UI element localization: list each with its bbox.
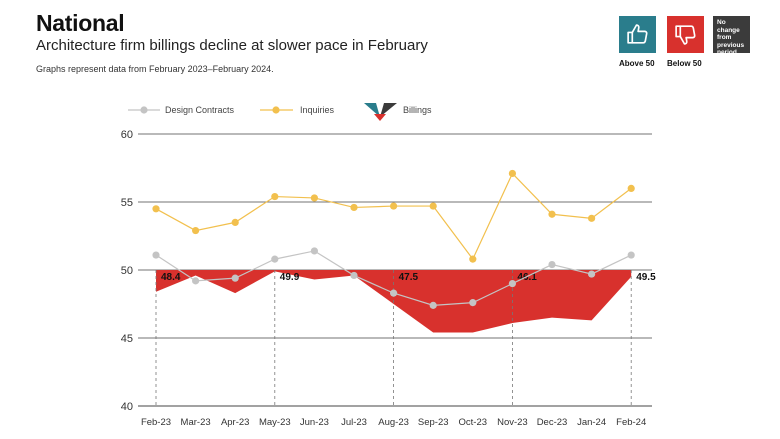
data-point <box>390 289 398 297</box>
y-tick-label: 45 <box>121 333 133 345</box>
thumbs-up-icon <box>627 24 648 44</box>
data-point <box>627 184 635 192</box>
page-subtitle: Architecture firm billings decline at sl… <box>36 37 428 54</box>
x-tick-label: Sep-23 <box>418 417 449 428</box>
data-point <box>271 255 279 263</box>
legend-label: Billings <box>403 105 432 115</box>
y-tick-label: 55 <box>121 197 133 209</box>
billings-data-label: 49.9 <box>280 272 300 283</box>
chart-note: Graphs represent data from February 2023… <box>36 64 274 74</box>
data-point <box>627 251 635 259</box>
data-point <box>508 169 516 178</box>
x-tick-label: Jun-23 <box>300 417 329 428</box>
data-point <box>469 255 477 263</box>
billings-data-label: 48.4 <box>161 272 181 283</box>
x-tick-label: Jan-24 <box>577 417 606 428</box>
data-point <box>508 280 516 288</box>
y-tick-label: 60 <box>121 129 133 141</box>
legend-marker-below <box>374 114 386 121</box>
below-50-badge <box>667 16 704 53</box>
legend-marker-above <box>364 103 380 117</box>
data-point <box>192 226 200 235</box>
series-line <box>155 172 632 261</box>
x-tick-label: Dec-23 <box>537 417 568 428</box>
billings-data-label: 47.5 <box>399 272 419 283</box>
no-change-badge: No change from previous period <box>713 16 750 56</box>
legend-marker <box>272 106 280 114</box>
x-tick-label: May-23 <box>259 417 291 428</box>
x-tick-label: Jul-23 <box>341 417 367 428</box>
data-point <box>231 274 239 282</box>
data-point <box>231 218 239 226</box>
above-50-label: Above 50 <box>619 59 655 68</box>
data-point <box>588 214 596 222</box>
page-title: National <box>36 10 125 36</box>
data-point <box>429 301 437 309</box>
above-50-badge <box>619 16 656 53</box>
below-50-label: Below 50 <box>667 59 702 68</box>
legend-marker <box>140 106 148 114</box>
x-tick-label: Feb-24 <box>616 417 646 428</box>
data-point <box>469 299 477 307</box>
data-point <box>390 202 398 210</box>
data-point <box>192 277 200 285</box>
data-point <box>271 192 279 201</box>
data-point <box>310 247 318 255</box>
thumbs-down-icon <box>675 25 696 45</box>
x-tick-label: Nov-23 <box>497 417 528 428</box>
data-point <box>350 203 358 212</box>
x-tick-label: Oct-23 <box>459 417 488 428</box>
data-point <box>152 205 160 213</box>
billings-data-label: 49.5 <box>636 272 656 283</box>
billings-data-label: 46.1 <box>517 272 537 283</box>
data-point <box>429 202 437 210</box>
data-point <box>310 194 318 202</box>
x-tick-label: Feb-23 <box>141 417 171 428</box>
data-point <box>548 260 556 269</box>
x-tick-label: Aug-23 <box>378 417 409 428</box>
data-point <box>152 251 160 259</box>
y-tick-label: 50 <box>121 265 133 277</box>
legend-marker-neutral <box>380 103 397 117</box>
y-tick-label: 40 <box>121 401 133 413</box>
data-point <box>588 270 596 278</box>
data-point <box>350 271 358 280</box>
x-tick-label: Mar-23 <box>181 417 211 428</box>
legend-label: Inquiries <box>300 105 335 115</box>
x-tick-label: Apr-23 <box>221 417 250 428</box>
legend-label: Design Contracts <box>165 105 235 115</box>
data-point <box>548 210 556 218</box>
